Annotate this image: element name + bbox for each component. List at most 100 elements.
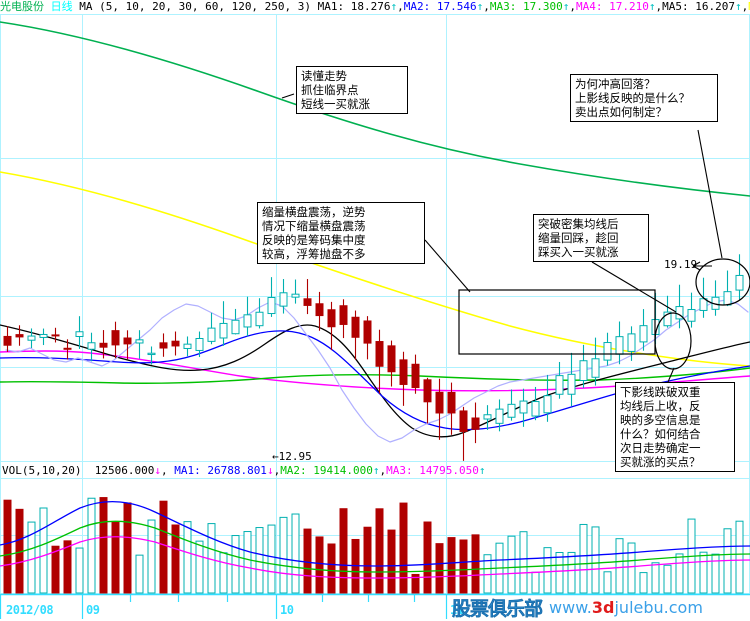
price-gridlines bbox=[0, 14, 750, 462]
volume-indicator-header: VOL(5,10,20) 12506.000↓, MA1: 26788.801↓… bbox=[2, 464, 486, 478]
candle-body bbox=[447, 391, 456, 414]
price-tag-high: 19.19 bbox=[664, 258, 698, 271]
url-prefix: www. bbox=[549, 598, 592, 617]
volume-bar bbox=[303, 528, 312, 594]
candle-body bbox=[51, 334, 60, 337]
volume-value-label: 12506.000 bbox=[94, 464, 155, 477]
annotation-breakout-pullback-buy: 突破密集均线后 缩量回踩，趁回 踩买入一买就涨 bbox=[533, 214, 649, 262]
candle-body bbox=[135, 339, 144, 344]
candle-body bbox=[291, 293, 300, 298]
candle-body bbox=[111, 330, 120, 346]
volume-bar bbox=[87, 497, 96, 594]
candle-body bbox=[519, 400, 528, 414]
volume-bar bbox=[375, 508, 384, 594]
leader-line-d bbox=[591, 261, 677, 313]
vol-ma-separator: , bbox=[379, 464, 387, 477]
candle-body bbox=[147, 352, 156, 356]
candle-body bbox=[555, 375, 564, 395]
ma-readout-5: MA5: 16.207↑ bbox=[662, 0, 742, 13]
volume-bar bbox=[291, 513, 300, 594]
volume-bar bbox=[639, 572, 648, 594]
candle-body bbox=[471, 417, 480, 430]
volume-bar bbox=[3, 499, 12, 594]
volume-bar bbox=[363, 526, 372, 594]
vol-ma-arrow-icon-3: ↑ bbox=[478, 464, 486, 477]
vol-ma-blue bbox=[0, 500, 750, 567]
ma-values-group: MA1: 18.276↑, MA2: 17.546↑, MA3: 17.300↑… bbox=[318, 0, 750, 14]
candle-body bbox=[735, 274, 744, 291]
stock-name-label: 光电股份 bbox=[0, 0, 44, 13]
volume-bar bbox=[27, 521, 36, 594]
volume-bar bbox=[735, 520, 744, 594]
vol-ma-arrow-icon-1: ↓ bbox=[266, 464, 274, 477]
candle-body bbox=[699, 298, 708, 311]
volume-bar bbox=[699, 551, 708, 594]
ma-line-blue-60 bbox=[0, 330, 750, 431]
candle-body bbox=[99, 342, 108, 348]
volume-bar bbox=[603, 571, 612, 594]
volume-bar bbox=[99, 497, 108, 594]
candle-body bbox=[639, 325, 648, 343]
date-label-0: 2012/08 bbox=[6, 603, 54, 617]
volume-bar bbox=[135, 554, 144, 594]
candle-body bbox=[219, 322, 228, 339]
volume-bar bbox=[387, 529, 396, 594]
ma-separator: , bbox=[483, 0, 490, 13]
ma-line-lavender-5 bbox=[5, 299, 749, 443]
candle-body bbox=[315, 303, 324, 317]
candle-body bbox=[123, 337, 132, 345]
price-tag-low: ←12.95 bbox=[272, 450, 312, 463]
volume-bar bbox=[411, 573, 420, 594]
ma-readout-6: MA6: 16.193↓ bbox=[748, 0, 750, 14]
candle-body bbox=[195, 338, 204, 351]
candle-body bbox=[207, 327, 216, 342]
vol-ma-arrow-icon-2: ↑ bbox=[372, 464, 380, 477]
volume-ma-group: MA1: 26788.801↓, MA2: 19414.000↑, MA3: 1… bbox=[174, 464, 485, 478]
candle-body bbox=[279, 292, 288, 307]
ma-arrow-icon-4: ↑ bbox=[648, 0, 656, 13]
candle-body bbox=[387, 345, 396, 373]
url-suffix: julebu.com bbox=[614, 598, 703, 617]
candlestick-series bbox=[3, 254, 744, 461]
volume-bar bbox=[399, 502, 408, 594]
candle-body bbox=[687, 309, 696, 322]
ma-line-yellow-long bbox=[0, 171, 750, 367]
volume-bar bbox=[711, 553, 720, 594]
ma-readout-3: MA3: 17.300↑ bbox=[489, 0, 570, 13]
volume-bar bbox=[447, 537, 456, 594]
candle-body bbox=[327, 309, 336, 328]
volume-bar bbox=[267, 524, 276, 594]
candle-body bbox=[627, 333, 636, 352]
vol-ma-separator: , bbox=[273, 464, 281, 477]
period-label[interactable]: 日线 bbox=[50, 0, 73, 13]
candle-body bbox=[723, 291, 732, 306]
volume-bar bbox=[507, 535, 516, 594]
volume-bar bbox=[459, 539, 468, 594]
ma-readout-4: MA4: 17.210↑ bbox=[576, 0, 656, 13]
candle-body bbox=[171, 340, 180, 347]
volume-bar bbox=[423, 521, 432, 594]
volume-bar bbox=[435, 543, 444, 594]
candle-body bbox=[339, 305, 348, 325]
volume-bar bbox=[183, 521, 192, 594]
volume-bar bbox=[327, 543, 336, 594]
volume-bar bbox=[75, 547, 84, 594]
upper-shadow-highlight-ellipse bbox=[695, 258, 750, 306]
volume-arrow-icon: ↓ bbox=[154, 464, 161, 477]
vol-ma-magenta bbox=[0, 536, 750, 579]
candle-body bbox=[567, 373, 576, 395]
volume-bar bbox=[519, 531, 528, 594]
date-axis-ticks bbox=[0, 594, 448, 619]
date-label-1: 09 bbox=[86, 603, 100, 617]
ma-arrow-icon-3: ↑ bbox=[562, 0, 570, 13]
volume-bar bbox=[555, 552, 564, 594]
ma-params-label: MA (5, 10, 20, 30, 60, 120, 250, 3) bbox=[79, 0, 312, 13]
ma-arrow-icon-1: ↑ bbox=[390, 0, 398, 13]
volume-bar bbox=[471, 534, 480, 594]
candle-body bbox=[303, 298, 312, 306]
date-label-2: 10 bbox=[280, 603, 294, 617]
volume-bar bbox=[243, 531, 252, 594]
volume-bar bbox=[279, 516, 288, 594]
ma-separator: , bbox=[655, 0, 663, 13]
